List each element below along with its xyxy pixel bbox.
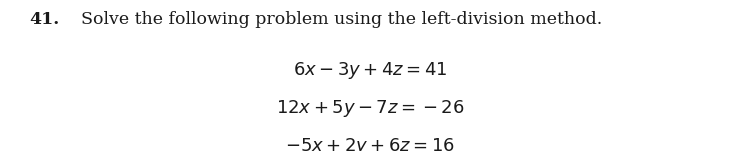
- Text: Solve the following problem using the left-division method.: Solve the following problem using the le…: [81, 11, 602, 28]
- Text: $6x - 3y + 4z = 41$: $6x - 3y + 4z = 41$: [293, 60, 447, 81]
- Text: $-5x + 2y + 6z = 16$: $-5x + 2y + 6z = 16$: [285, 136, 455, 151]
- Text: 41.: 41.: [30, 11, 60, 28]
- Text: $12x + 5y - 7z = -26$: $12x + 5y - 7z = -26$: [276, 98, 464, 119]
